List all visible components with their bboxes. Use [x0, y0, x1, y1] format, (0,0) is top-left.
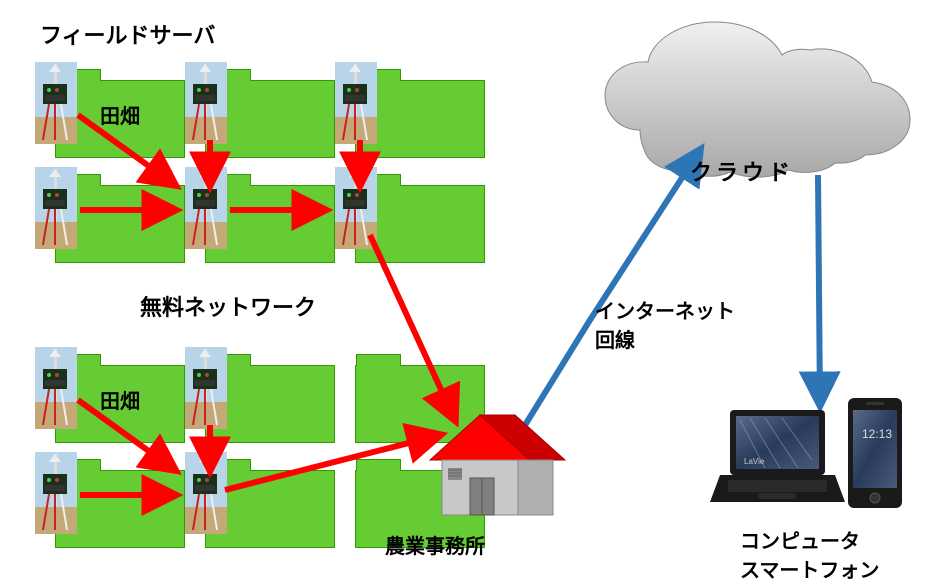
cloud-label: クラウド [690, 155, 794, 187]
sensor-icon [185, 167, 227, 249]
office-label: 農業事務所 [385, 530, 485, 559]
blue-arrows [522, 150, 820, 430]
sensor-icon [335, 167, 377, 249]
sensor-icon [35, 452, 77, 534]
svg-text:12:13: 12:13 [862, 427, 892, 441]
free-network-label: 無料ネットワーク [140, 290, 316, 322]
sensor-icon [35, 167, 77, 249]
sensor-icon [35, 62, 77, 144]
cloud-icon [605, 22, 910, 177]
field-label-1: 田畑 [100, 100, 140, 129]
internet-line-label: インターネット 回線 [595, 295, 735, 353]
sensor-icon [335, 62, 377, 144]
smartphone-icon: 12:13 [848, 398, 902, 508]
svg-text:LaVie: LaVie [744, 457, 765, 466]
sensor-icon [185, 62, 227, 144]
field-box [355, 365, 485, 443]
field-label-2: 田畑 [100, 385, 140, 414]
sensor-icon [185, 347, 227, 429]
devices-label: コンピュータ スマートフォン [740, 525, 879, 583]
field-server-label: フィールドサーバ [40, 18, 215, 50]
laptop-icon: LaVie [710, 410, 845, 502]
sensor-icon [35, 347, 77, 429]
sensor-icon [185, 452, 227, 534]
